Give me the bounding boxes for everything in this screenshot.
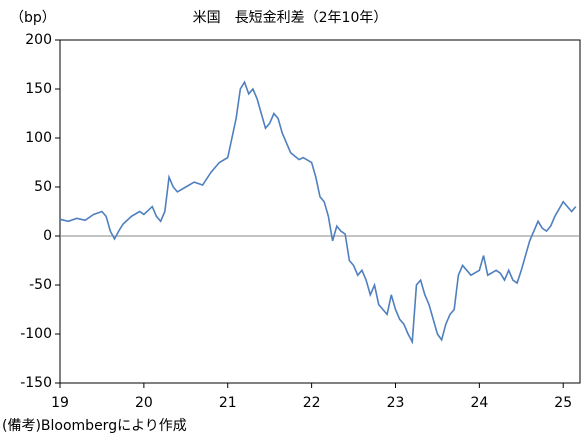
y-tick-label: 50 <box>34 179 52 195</box>
note: (備考)Bloombergにより作成 <box>2 418 187 434</box>
y-tick-label: -50 <box>29 277 52 293</box>
x-tick-label: 21 <box>219 395 237 411</box>
y-tick-label: -150 <box>20 375 52 391</box>
y-tick-label: 0 <box>43 228 52 244</box>
y-tick-label: -100 <box>20 326 52 342</box>
y-tick-label: 100 <box>25 130 52 146</box>
x-tick-label: 24 <box>470 395 488 411</box>
x-tick-label: 20 <box>135 395 153 411</box>
x-tick-label: 23 <box>387 395 405 411</box>
x-tick-label: 25 <box>554 395 572 411</box>
x-tick-label: 19 <box>51 395 69 411</box>
plot-frame <box>59 39 581 384</box>
chart-title: 米国 長短金利差（2年10年） <box>193 10 388 26</box>
y-tick-label: 200 <box>25 32 52 48</box>
line-series <box>59 80 577 345</box>
y-tick-label: 150 <box>25 81 52 97</box>
x-tick-label: 22 <box>303 395 321 411</box>
y-axis-label: （bp） <box>10 10 56 26</box>
